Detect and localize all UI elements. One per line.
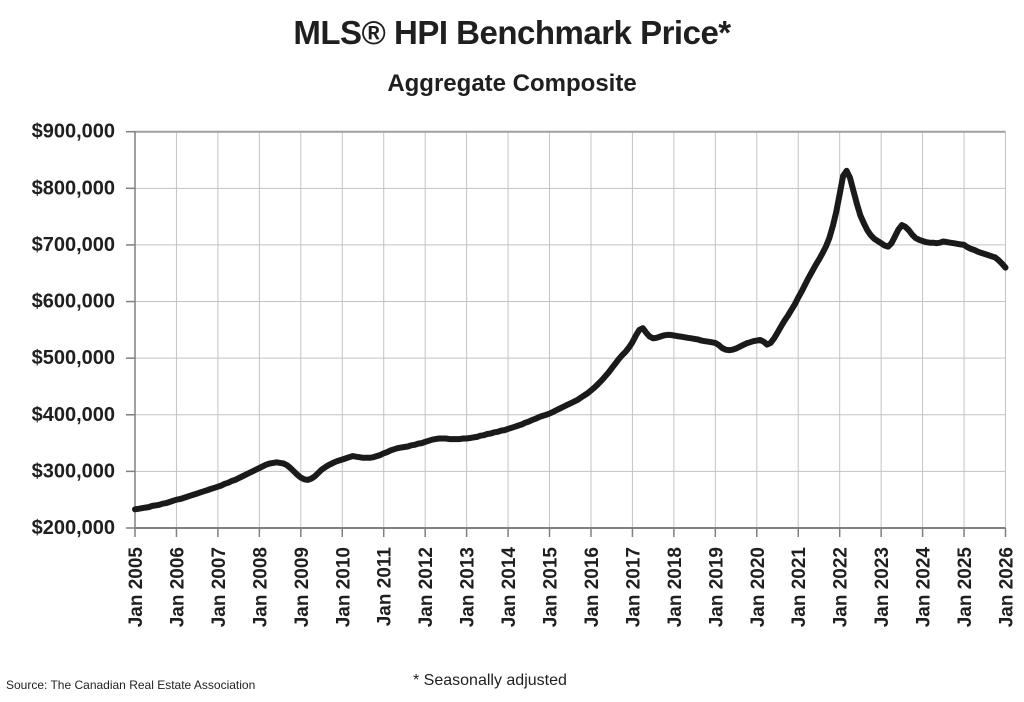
x-tick-label: Jan 2007 [209, 547, 230, 627]
x-tick-label: Jan 2009 [292, 547, 313, 627]
x-tick-label: Jan 2008 [250, 547, 271, 627]
y-tick-label: $800,000 [32, 177, 115, 199]
x-tick-label: Jan 2020 [748, 547, 769, 627]
x-tick-label: Jan 2019 [706, 547, 727, 627]
x-tick-label: Jan 2011 [375, 547, 396, 627]
x-tick-label: Jan 2016 [582, 547, 603, 627]
x-tick-label: Jan 2012 [416, 547, 437, 627]
x-tick-label: Jan 2023 [872, 547, 893, 627]
y-tick-label: $200,000 [32, 517, 115, 539]
x-tick-label: Jan 2017 [623, 547, 644, 627]
y-tick-label: $500,000 [32, 347, 115, 369]
x-tick-label: Jan 2015 [541, 547, 562, 628]
x-tick-label: Jan 2024 [914, 547, 935, 628]
x-tick-label: Jan 2018 [665, 547, 686, 627]
x-tick-label: Jan 2025 [955, 547, 976, 628]
y-tick-label: $400,000 [32, 404, 115, 426]
x-tick-label: Jan 2022 [831, 547, 852, 627]
x-tick-label: Jan 2005 [126, 547, 147, 628]
chart-title: MLS® HPI Benchmark Price* [293, 14, 731, 51]
y-tick-label: $700,000 [32, 234, 115, 256]
x-tick-label: Jan 2013 [458, 547, 479, 627]
y-tick-label: $600,000 [32, 291, 115, 313]
price-line [132, 167, 1009, 513]
source-text: Source: The Canadian Real Estate Associa… [6, 678, 256, 692]
x-tick-label: Jan 2014 [499, 547, 520, 628]
x-tick-label: Jan 2006 [167, 547, 188, 627]
chart-subtitle: Aggregate Composite [387, 70, 637, 97]
x-tick-label: Jan 2021 [789, 547, 810, 628]
x-tick-label: Jan 2026 [997, 547, 1018, 627]
x-tick-label: Jan 2010 [333, 547, 354, 627]
seasonally-adjusted-note: * Seasonally adjusted [413, 672, 567, 689]
y-tick-label: $900,000 [32, 121, 115, 143]
y-tick-label: $300,000 [32, 460, 115, 482]
